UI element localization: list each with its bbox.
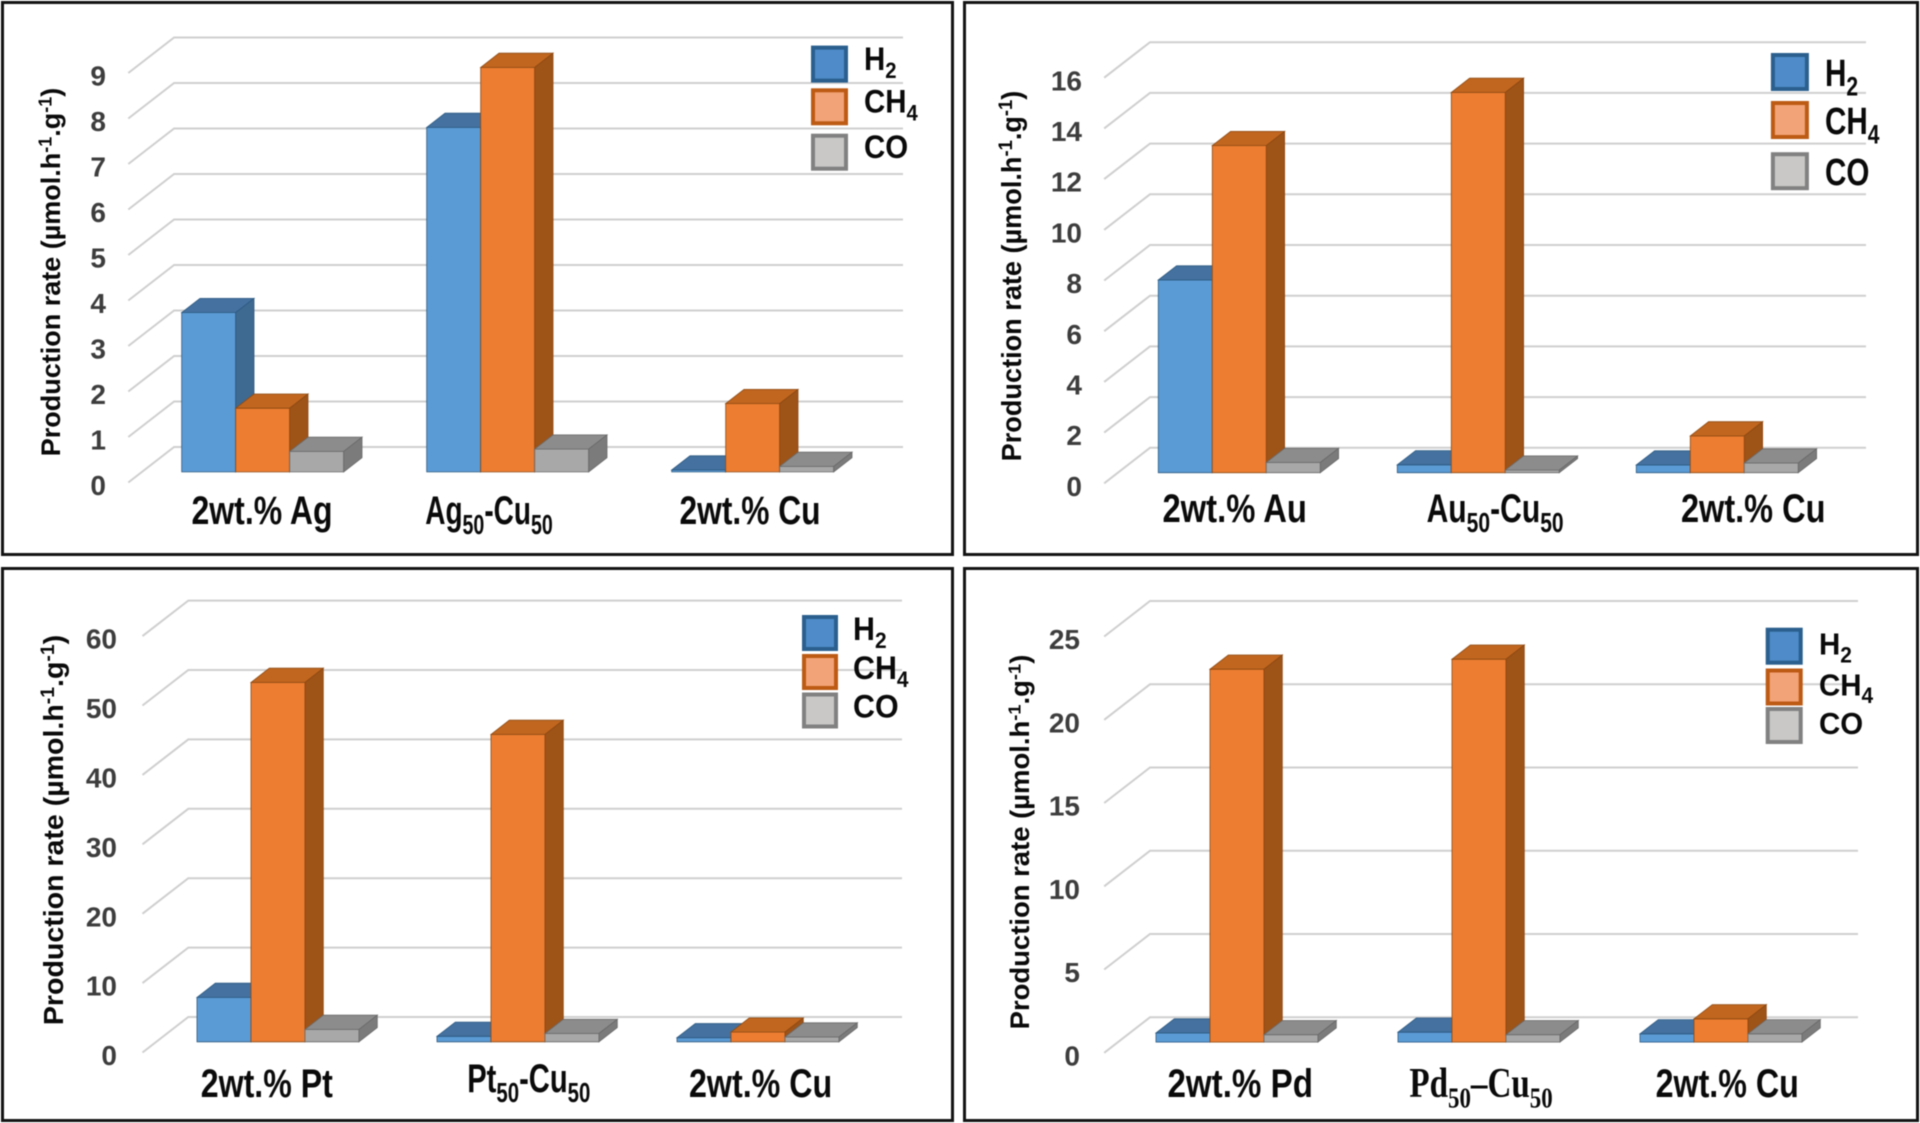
svg-text:5: 5 — [1064, 957, 1080, 988]
svg-text:60: 60 — [86, 624, 117, 655]
svg-text:3: 3 — [90, 334, 106, 365]
svg-text:Production rate (µmol.h-1.g-1): Production rate (µmol.h-1.g-1) — [37, 635, 69, 1025]
svg-text:0: 0 — [1066, 471, 1082, 502]
svg-text:30: 30 — [86, 832, 117, 863]
svg-text:CH4: CH4 — [853, 650, 909, 692]
svg-text:2wt.% Cu: 2wt.% Cu — [1681, 486, 1825, 531]
svg-text:Production rate (µmol.h-1.g-1): Production rate (µmol.h-1.g-1) — [1004, 655, 1035, 1030]
svg-text:16: 16 — [1051, 65, 1082, 96]
svg-text:10: 10 — [86, 971, 117, 1002]
svg-text:9: 9 — [90, 61, 106, 92]
svg-text:8: 8 — [90, 106, 106, 137]
svg-text:0: 0 — [90, 470, 106, 501]
svg-text:4: 4 — [1066, 370, 1082, 401]
svg-text:50: 50 — [86, 693, 117, 724]
svg-text:2: 2 — [1066, 420, 1082, 451]
svg-text:2wt.% Cu: 2wt.% Cu — [689, 1061, 832, 1106]
svg-text:Ag50-Cu50: Ag50-Cu50 — [425, 489, 553, 541]
svg-text:H2: H2 — [1825, 53, 1858, 103]
svg-text:15: 15 — [1049, 791, 1080, 822]
svg-text:8: 8 — [1066, 268, 1082, 299]
svg-text:4: 4 — [90, 288, 106, 319]
svg-text:20: 20 — [1049, 707, 1080, 738]
svg-text:6: 6 — [1066, 319, 1082, 350]
svg-text:2wt.% Au: 2wt.% Au — [1162, 486, 1307, 531]
svg-text:2wt.% Cu: 2wt.% Cu — [1656, 1061, 1799, 1106]
svg-text:CO: CO — [1819, 707, 1863, 741]
svg-text:10: 10 — [1051, 217, 1082, 248]
svg-text:2wt.% Pd: 2wt.% Pd — [1167, 1061, 1312, 1106]
svg-text:CO: CO — [1825, 152, 1869, 194]
svg-text:2wt.% Ag: 2wt.% Ag — [191, 488, 332, 533]
svg-text:CH4: CH4 — [864, 83, 918, 125]
svg-text:2: 2 — [90, 379, 106, 410]
svg-text:Pd50–Cu50: Pd50–Cu50 — [1409, 1060, 1552, 1114]
svg-text:7: 7 — [90, 152, 106, 183]
svg-text:H2: H2 — [1819, 628, 1852, 668]
svg-text:1: 1 — [90, 425, 106, 456]
svg-text:0: 0 — [101, 1040, 117, 1071]
svg-text:6: 6 — [90, 197, 106, 228]
svg-text:CO: CO — [853, 689, 899, 725]
svg-text:25: 25 — [1049, 624, 1080, 655]
svg-text:0: 0 — [1064, 1040, 1080, 1071]
svg-text:40: 40 — [86, 763, 117, 794]
svg-text:Pt50-Cu50: Pt50-Cu50 — [467, 1057, 590, 1109]
svg-text:14: 14 — [1051, 116, 1083, 147]
svg-text:12: 12 — [1051, 167, 1082, 198]
svg-text:Production rate (µmol.h-1.g-1): Production rate (µmol.h-1.g-1) — [35, 88, 66, 457]
svg-text:H2: H2 — [853, 611, 887, 653]
svg-text:H2: H2 — [864, 41, 897, 83]
svg-text:CH4: CH4 — [1825, 101, 1880, 151]
svg-text:Au50-Cu50: Au50-Cu50 — [1427, 487, 1564, 539]
svg-text:5: 5 — [90, 243, 106, 274]
svg-text:CH4: CH4 — [1819, 669, 1873, 709]
svg-text:Production rate (µmol.h-1.g-1): Production rate (µmol.h-1.g-1) — [995, 91, 1027, 462]
svg-text:20: 20 — [86, 901, 117, 932]
svg-text:CO: CO — [864, 129, 908, 165]
svg-text:2wt.% Cu: 2wt.% Cu — [680, 487, 821, 532]
svg-text:2wt.% Pt: 2wt.% Pt — [201, 1061, 333, 1106]
svg-text:10: 10 — [1049, 874, 1080, 905]
